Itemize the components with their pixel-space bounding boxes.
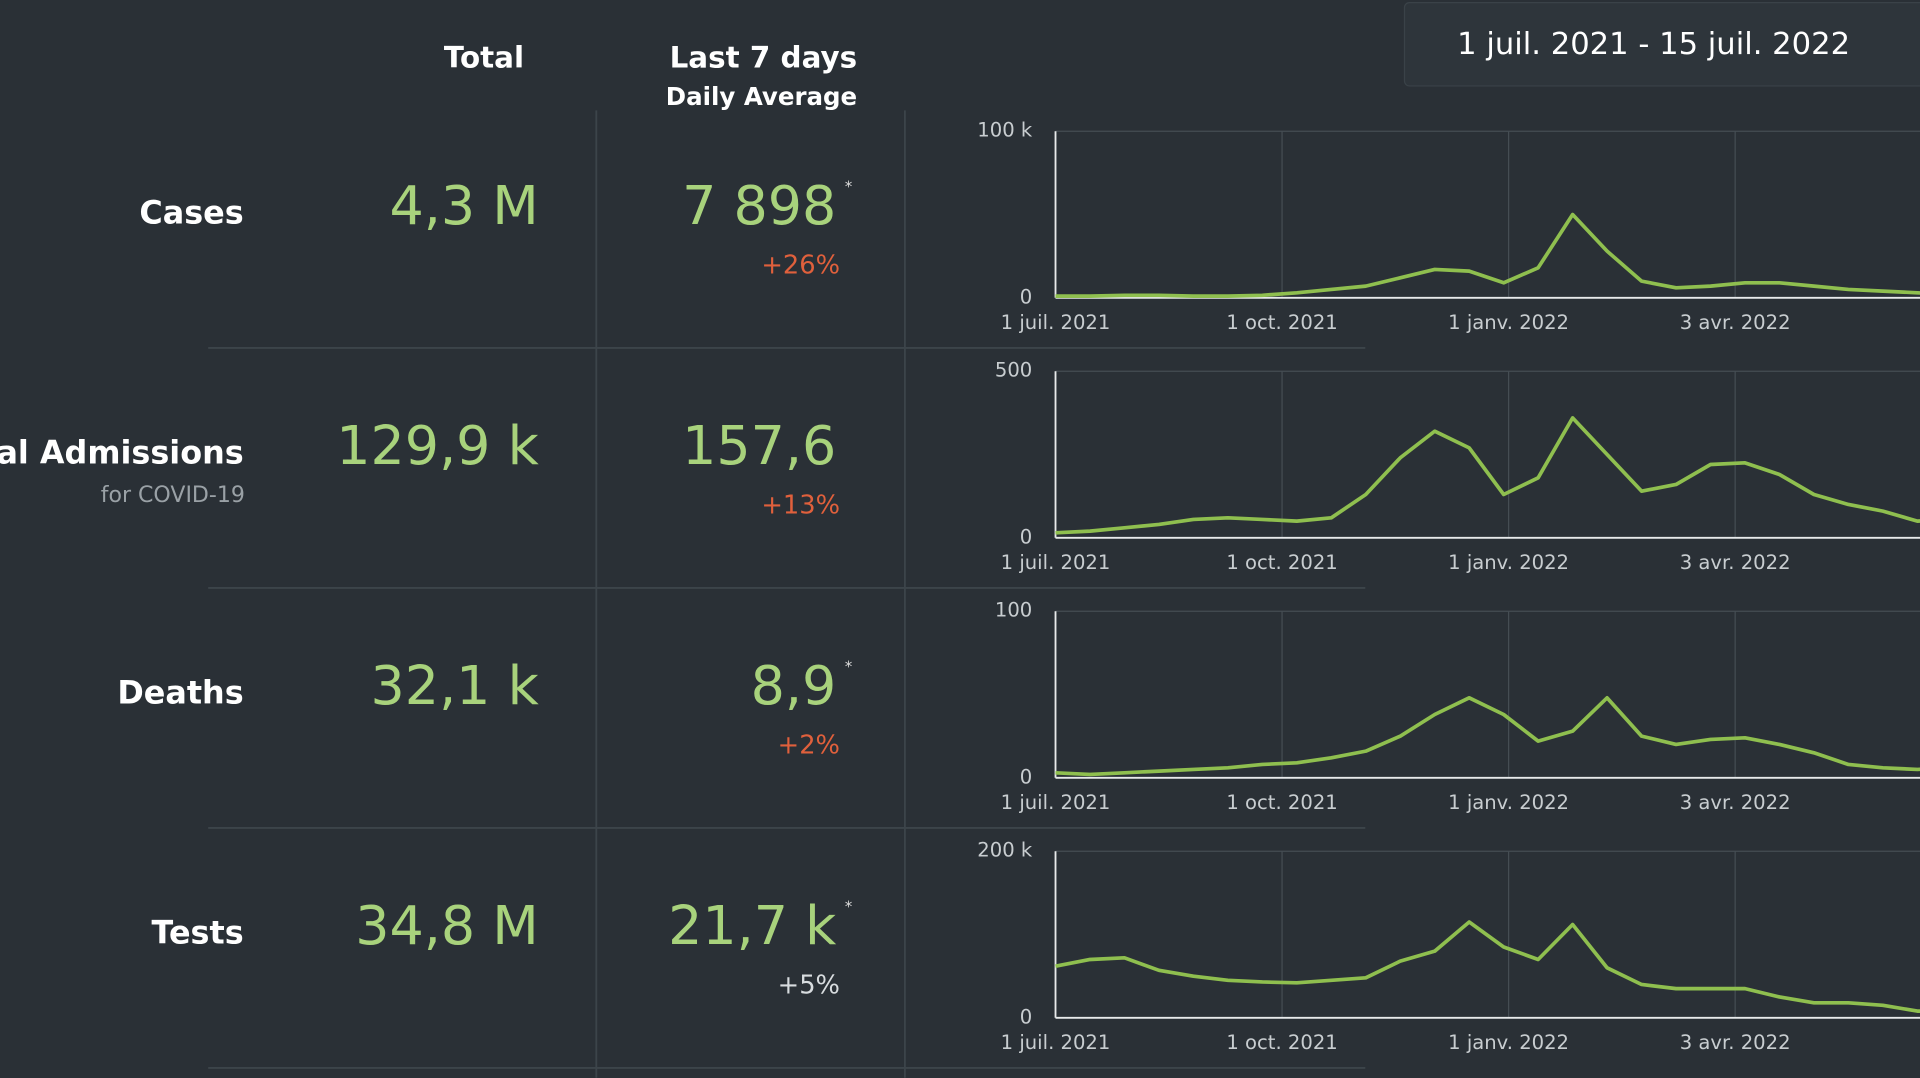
date-range-box[interactable] xyxy=(1403,2,1920,87)
change-value: +13% xyxy=(761,490,840,520)
x-tick-label: 3 avr. 2022 xyxy=(1680,791,1791,814)
y-tick-label: 200 k xyxy=(977,839,1033,862)
change-value: +26% xyxy=(761,250,840,280)
x-tick-label: 1 juil. 2021 xyxy=(1001,311,1111,334)
change-value: +5% xyxy=(778,970,840,1000)
x-tick-label: 3 avr. 2022 xyxy=(1680,551,1791,574)
row-label: Hospital Admissions xyxy=(0,434,244,472)
data-line xyxy=(1055,212,1920,298)
x-tick-label: 1 juil. 2021 xyxy=(1001,1031,1111,1054)
total-value: 4,3 M xyxy=(390,174,539,237)
column-header: Last 7 days xyxy=(670,41,858,75)
average-value: 21,7 k xyxy=(668,894,837,957)
data-line xyxy=(1055,416,1920,535)
x-tick-label: 1 janv. 2022 xyxy=(1448,551,1569,574)
average-value: 7 898 xyxy=(682,174,836,237)
row-sublabel: for COVID-19 xyxy=(101,483,245,508)
row-label: Cases xyxy=(139,194,243,232)
x-tick-label: 1 juil. 2021 xyxy=(1001,551,1111,574)
total-value: 129,9 k xyxy=(336,414,539,477)
x-tick-label: 3 avr. 2022 xyxy=(1680,311,1791,334)
x-tick-label: 1 oct. 2021 xyxy=(1226,1031,1337,1054)
x-tick-label: 1 juil. 2021 xyxy=(1001,791,1111,814)
x-tick-label: 1 oct. 2021 xyxy=(1226,551,1337,574)
average-value: 157,6 xyxy=(682,414,836,477)
y-tick-label: 500 xyxy=(995,359,1032,382)
change-value: +2% xyxy=(778,730,840,760)
y-tick-label: 0 xyxy=(1020,1005,1032,1028)
asterisk: * xyxy=(845,179,852,196)
y-tick-label: 100 k xyxy=(977,119,1033,142)
date-range[interactable]: 1 juil. 2021 - 15 juil. 2022 xyxy=(1457,27,1850,62)
x-tick-label: 3 avr. 2022 xyxy=(1680,1031,1791,1054)
x-tick-label: 1 janv. 2022 xyxy=(1448,311,1569,334)
column-subheader: Daily Average xyxy=(666,82,857,111)
y-tick-label: 100 xyxy=(995,599,1032,622)
asterisk: * xyxy=(845,899,852,916)
x-tick-label: 1 janv. 2022 xyxy=(1448,791,1569,814)
total-value: 32,1 k xyxy=(371,654,540,717)
column-header: Total xyxy=(444,41,524,75)
x-tick-label: 1 janv. 2022 xyxy=(1448,1031,1569,1054)
x-tick-label: 1 oct. 2021 xyxy=(1226,311,1337,334)
x-tick-label: 1 oct. 2021 xyxy=(1226,791,1337,814)
row-label: Tests xyxy=(151,914,243,952)
y-tick-label: 0 xyxy=(1020,285,1032,308)
data-line xyxy=(1055,696,1920,777)
y-tick-label: 0 xyxy=(1020,525,1032,548)
average-value: 8,9 xyxy=(751,654,837,717)
row-label: Deaths xyxy=(117,674,243,712)
data-line xyxy=(1055,920,1920,1013)
asterisk: * xyxy=(845,659,852,676)
total-value: 34,8 M xyxy=(355,894,539,957)
y-tick-label: 0 xyxy=(1020,765,1032,788)
